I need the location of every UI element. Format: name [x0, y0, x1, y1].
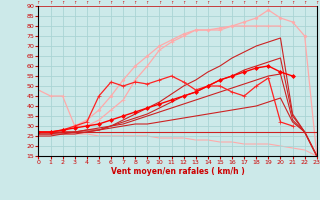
X-axis label: Vent moyen/en rafales ( km/h ): Vent moyen/en rafales ( km/h ) [111, 167, 244, 176]
